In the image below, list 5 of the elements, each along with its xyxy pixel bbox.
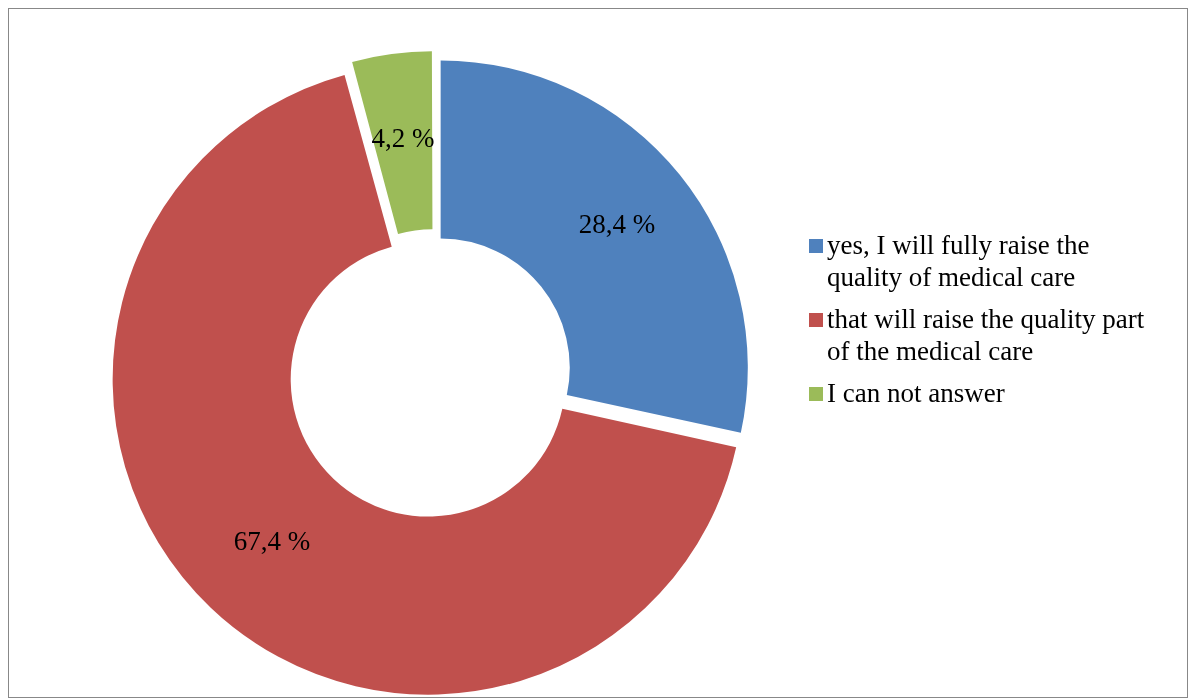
legend-label: that will raise the quality part of the medical care [827,303,1146,367]
data-label: 28,4 % [578,208,656,239]
data-label: 67,4 % [233,526,311,557]
legend-label: I can not answer [827,377,1005,409]
legend-label: yes, I will fully raise the quality of medical care [827,229,1091,293]
